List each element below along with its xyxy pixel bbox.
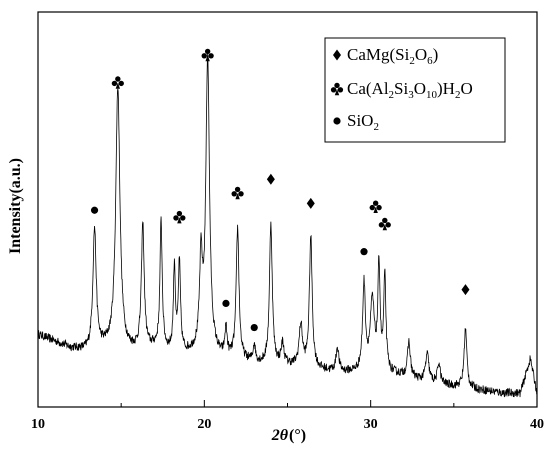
axes: 10 20 30 40 <box>31 11 544 432</box>
legend-label-part: 10 <box>426 89 438 101</box>
dot-marker <box>222 299 230 307</box>
legend-club-icon <box>330 82 344 96</box>
club-marker-lobe <box>176 210 183 217</box>
legend-label-part: Si <box>394 79 408 98</box>
series-line <box>37 53 538 398</box>
legend-club-icon-lobe <box>337 87 344 93</box>
legend-label-part: O <box>414 79 426 98</box>
club-marker-lobe <box>385 222 391 228</box>
legend-label: CaMg(Si2O6) <box>347 45 438 67</box>
x-tick-label: 20 <box>197 417 211 432</box>
legend-label: Ca(Al2Si3O10)H2O <box>347 79 473 101</box>
x-axis-title-unit: (°) <box>289 427 306 444</box>
club-marker-stem <box>205 55 210 62</box>
club-marker-lobe <box>115 76 121 82</box>
legend-label-part: 6 <box>427 55 433 67</box>
club-marker-lobe <box>382 217 388 224</box>
y-axis-title: Intensity(a.u.) <box>7 158 24 254</box>
x-tick-label: 40 <box>530 417 544 432</box>
legend-label-part: 2 <box>389 89 395 101</box>
legend-label-part: )H <box>437 79 455 98</box>
legend-label-part: CaMg(Si <box>347 45 410 64</box>
x-axis-title-symbol: 2θ <box>271 427 289 444</box>
club-marker-lobe <box>208 53 214 59</box>
club-marker-stem <box>115 82 121 89</box>
club-marker <box>378 217 391 231</box>
legend-label-part: SiO <box>347 111 373 130</box>
dot-marker <box>360 248 368 256</box>
club-marker <box>111 76 124 89</box>
club-marker-lobe <box>173 215 179 221</box>
club-marker-lobe <box>234 186 241 193</box>
legend-dot-icon <box>333 117 341 125</box>
club-marker-stem <box>177 217 182 224</box>
club-marker-lobe <box>231 191 237 197</box>
club-marker-lobe <box>180 215 186 221</box>
legend-label-part: ) <box>433 45 439 64</box>
club-marker-lobe <box>378 222 385 228</box>
legend-label-part: Ca(Al <box>347 79 389 98</box>
legend-diamond-icon <box>333 49 341 61</box>
legend-box <box>324 37 506 143</box>
x-axis-title: 2θ (°) <box>271 427 306 444</box>
legend-label-part: 2 <box>373 121 379 133</box>
plot-area <box>37 53 538 398</box>
club-marker-lobe <box>376 204 382 211</box>
legend-club-icon-lobe <box>334 82 340 89</box>
club-marker-lobe <box>201 53 207 59</box>
club-marker <box>173 210 186 224</box>
diamond-marker <box>461 284 470 296</box>
club-marker-stem <box>373 206 378 213</box>
dot-marker <box>250 323 258 332</box>
legend-label-part: 3 <box>408 89 414 101</box>
club-marker-lobe <box>238 191 244 197</box>
club-marker-stem <box>382 224 388 231</box>
club-marker <box>369 200 382 213</box>
x-tick-label: 30 <box>364 417 378 432</box>
club-marker-lobe <box>369 204 375 211</box>
peak-markers <box>90 48 470 332</box>
diamond-marker <box>306 197 315 209</box>
diamond-marker <box>266 173 275 185</box>
legend-club-icon-lobe <box>330 87 337 93</box>
club-marker-lobe <box>372 200 379 206</box>
legend-label-part: O <box>415 45 427 64</box>
club-marker <box>231 186 244 200</box>
legend-label-part: 2 <box>409 55 415 67</box>
legend-label-part: 2 <box>455 89 461 101</box>
x-tick-label: 10 <box>31 417 45 432</box>
legend-club-icon-stem <box>334 89 340 96</box>
legend-label-part: O <box>460 79 472 98</box>
club-marker-lobe <box>118 80 124 87</box>
club-marker <box>201 48 214 62</box>
club-marker-lobe <box>204 48 211 55</box>
club-marker-stem <box>235 193 240 200</box>
legend-label: SiO2 <box>347 111 379 133</box>
club-marker-lobe <box>111 80 118 87</box>
dot-marker <box>90 206 99 214</box>
